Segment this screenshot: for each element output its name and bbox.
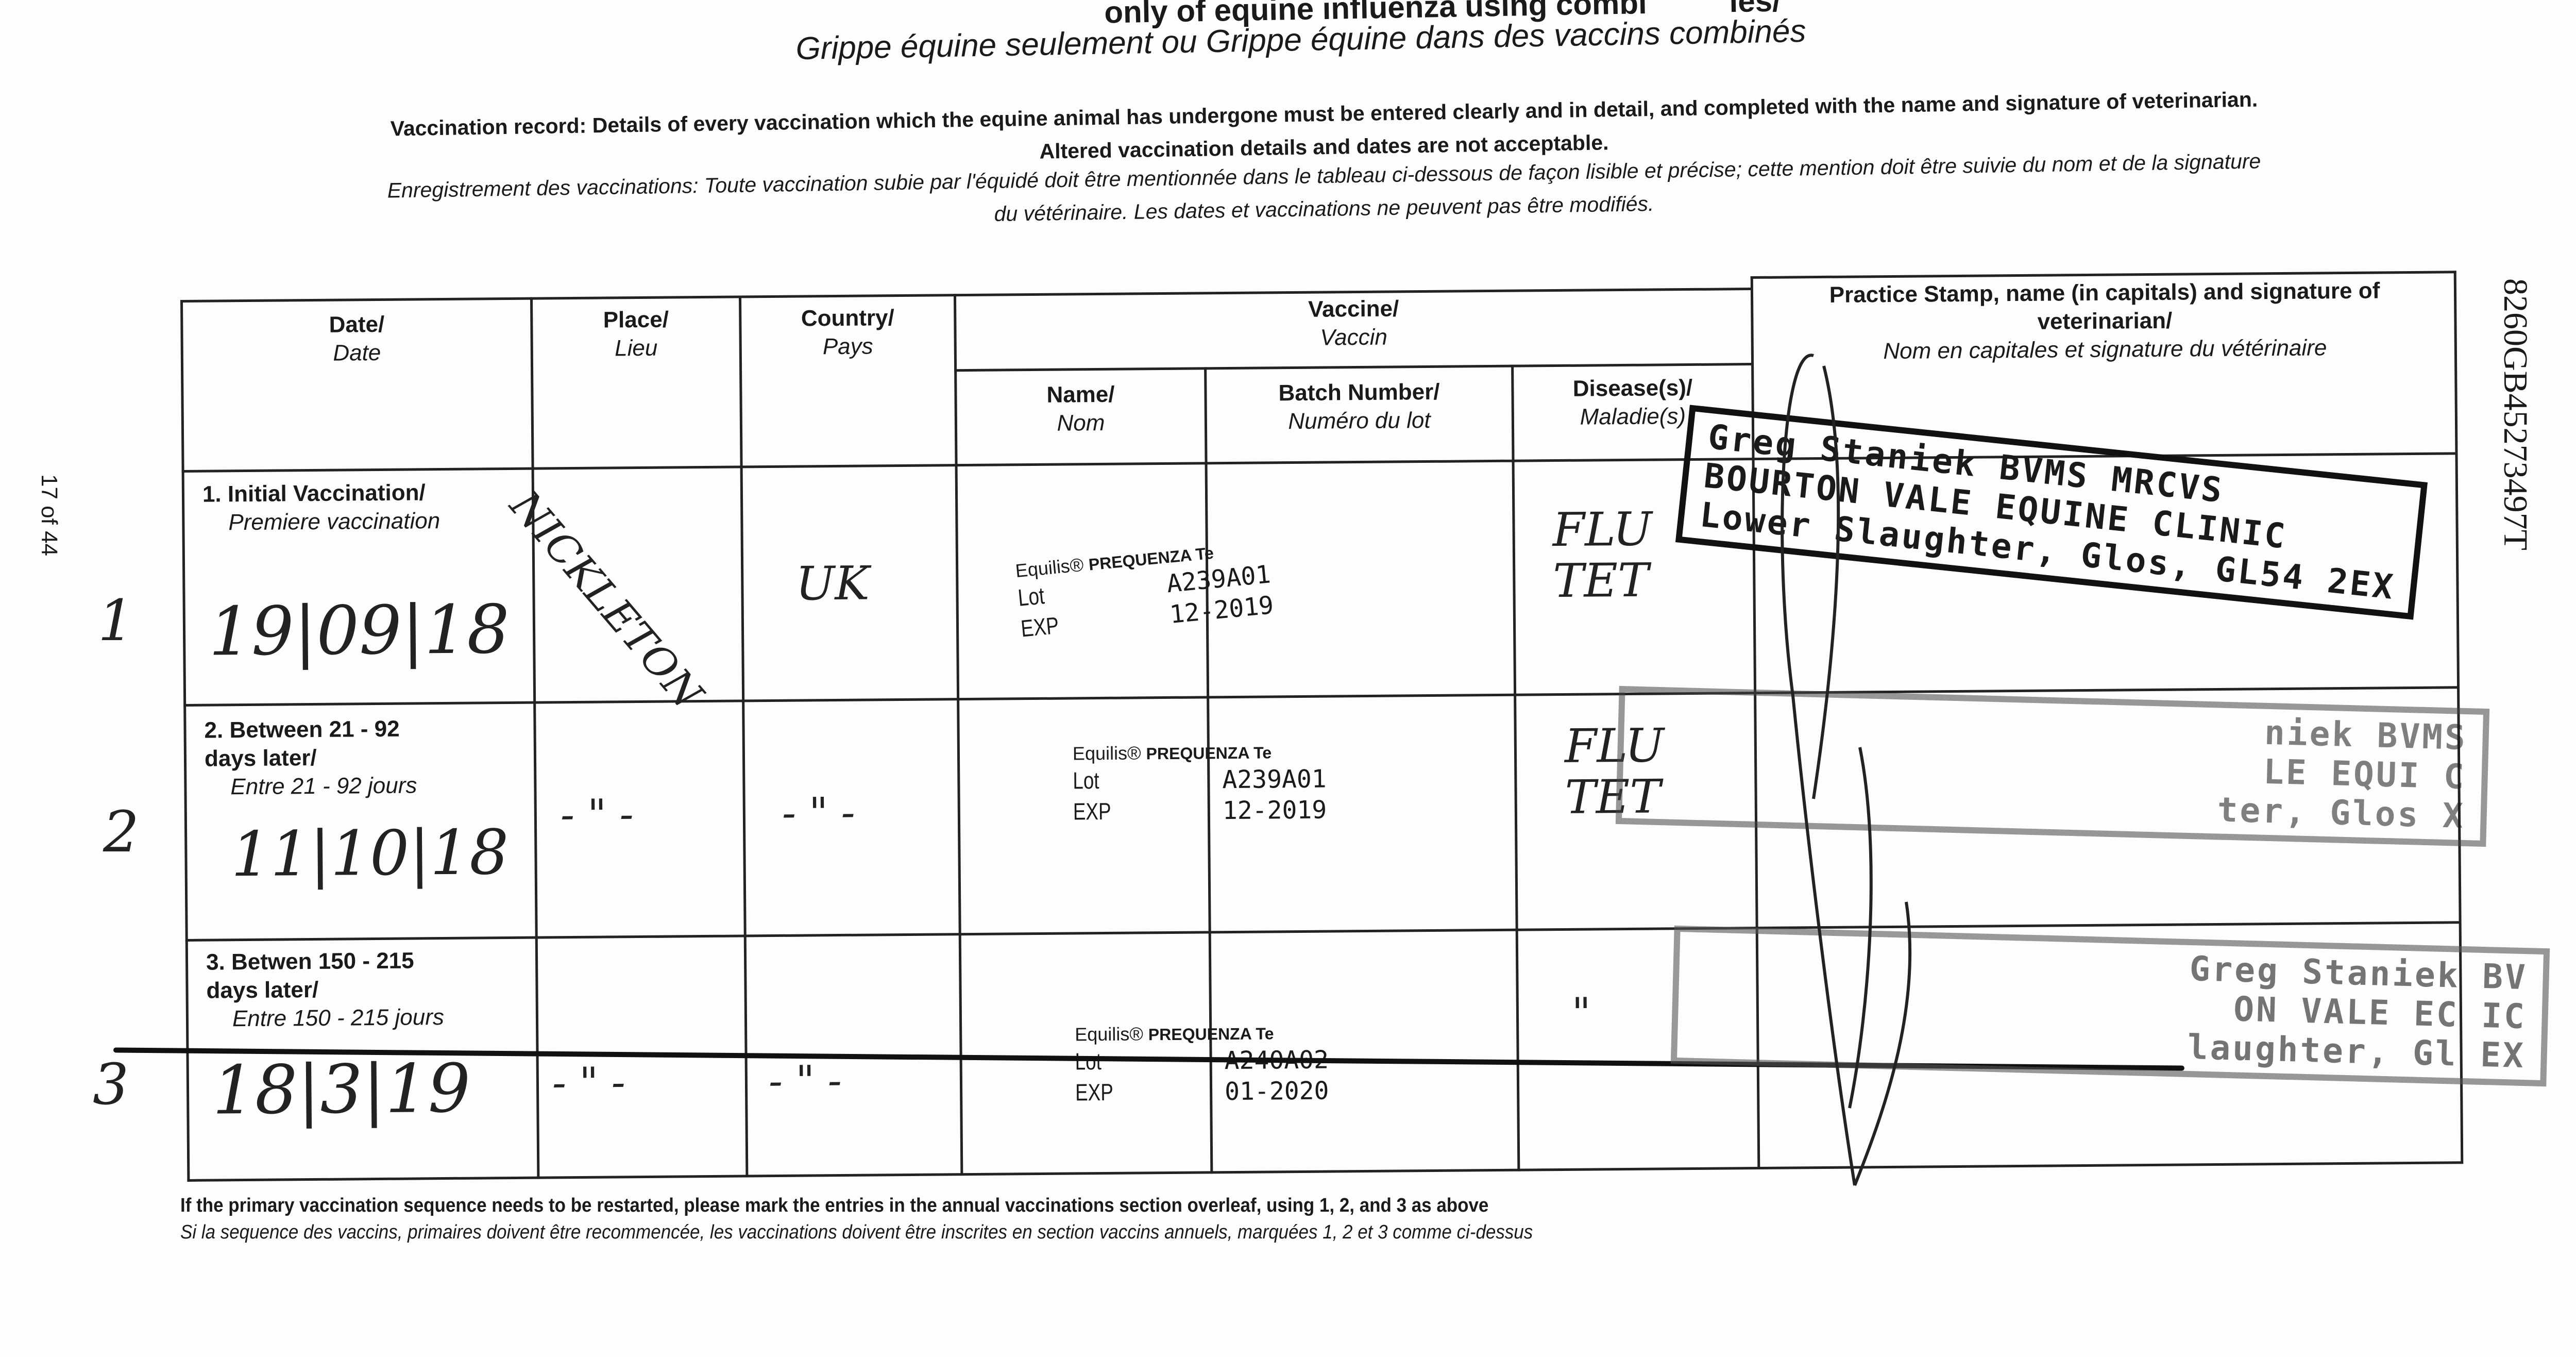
handwritten-date-3: 18|3|19 <box>212 1049 471 1130</box>
col-header-vaccine: Vaccine/Vaccin <box>1308 296 1399 350</box>
handwritten-date-2: 11|10|18 <box>230 817 509 891</box>
handwritten-country-3: - " - <box>768 1056 842 1105</box>
col-header-batch: Batch Number/Numéro du lot <box>1278 379 1440 434</box>
handwritten-place-2: - " - <box>560 790 634 839</box>
veterinarian-signature <box>1781 354 1912 1186</box>
footer-note-en: If the primary vaccination sequence need… <box>180 1195 1489 1216</box>
handwritten-country-1: UK <box>795 556 870 611</box>
row-label-3: 3. Betwen 150 - 215 days later/Entre 150… <box>206 948 445 1032</box>
row-label-1: 1. Initial Vaccination/Premiere vaccinat… <box>202 480 440 535</box>
handwritten-country-2: - " - <box>782 788 855 837</box>
vaccine-label-1: Equilis® PREQUENZA Te Lot A239A01 EXP 12-201… <box>1014 543 1275 642</box>
handwritten-disease-3: " <box>1571 989 1591 1037</box>
handwritten-date-1: 19|09|18 <box>208 590 510 671</box>
vaccine-label-3: Equilis® PREQUENZA TeLotA240A02EXP01-202… <box>1075 1023 1329 1107</box>
footer-note-fr: Si la sequence des vaccins, primaires do… <box>180 1221 1533 1243</box>
handwritten-place-3: - " - <box>552 1058 626 1107</box>
margin-number-3: 3 <box>93 1051 129 1117</box>
row-label-2: 2. Between 21 - 92 days later/Entre 21 -… <box>204 716 417 800</box>
col-header-country: Country/Pays <box>801 305 894 360</box>
col-header-date: Date/Date <box>329 311 385 366</box>
col-header-place: Place/Lieu <box>603 307 669 361</box>
margin-number-1: 1 <box>98 588 134 654</box>
vaccine-label-2: Equilis® PREQUENZA Te Lot A239A01 EXP 12-201… <box>1072 742 1327 826</box>
col-header-name: Name/Nom <box>1046 381 1115 436</box>
margin-number-2: 2 <box>103 799 139 865</box>
